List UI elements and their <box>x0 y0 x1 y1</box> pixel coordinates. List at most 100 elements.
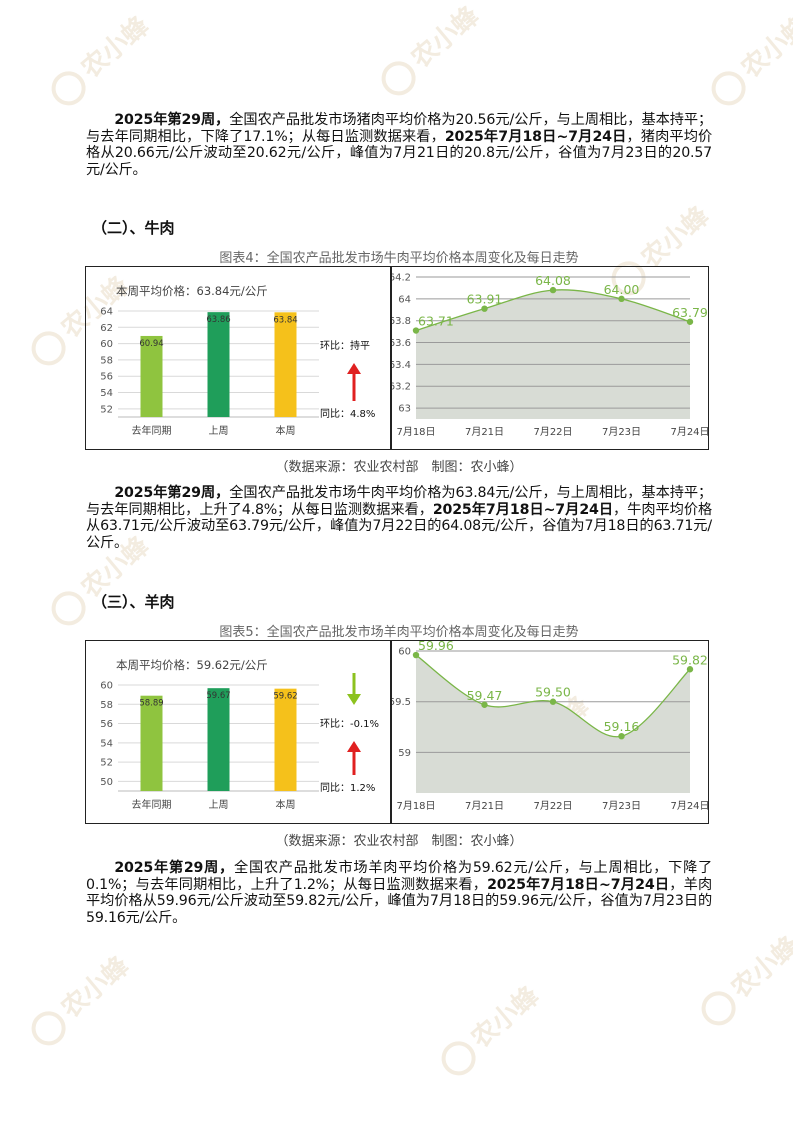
watermark: 农小蜂 <box>371 0 486 102</box>
yoy-change-label: 同比：4.8% <box>320 408 375 420</box>
wow-change-label: 环比：持平 <box>320 339 370 352</box>
bar <box>140 695 163 791</box>
y-tick-label: 52 <box>100 758 113 769</box>
x-tick-label: 去年同期 <box>132 424 172 437</box>
bee-logo-icon <box>704 64 753 112</box>
bar <box>140 335 163 417</box>
y-tick-label: 54 <box>100 388 113 399</box>
paragraph-text: ，猪肉平均价格从20.66元/公斤波动至20.62元/公斤，峰值为7月21日的2… <box>86 128 712 178</box>
data-value-label: 64.00 <box>604 282 640 297</box>
paragraph-text: 全国农产品批发市场猪肉平均价格为20.56元/公斤，与上周相比，基本持平；与去年… <box>86 112 713 145</box>
x-tick-label: 7月22日 <box>533 800 572 812</box>
watermark: 农小蜂 <box>21 947 136 1052</box>
paragraph-text: ，牛肉平均价格从63.71元/公斤波动至63.79元/公斤，峰值为7月22日的6… <box>86 501 712 551</box>
watermark: 农小蜂 <box>701 7 793 112</box>
x-tick-label: 7月18日 <box>396 800 435 812</box>
week-lead: 2025年第29周， <box>114 860 235 876</box>
data-value-label: 63.71 <box>418 314 454 329</box>
bee-logo-icon <box>374 54 423 102</box>
data-point <box>549 286 557 294</box>
bar <box>207 312 230 417</box>
x-tick-label: 7月18日 <box>396 426 435 438</box>
y-tick-label: 59 <box>398 748 411 759</box>
up-arrow-icon <box>347 363 361 374</box>
mutton-weekly-bar-chart: 本周平均价格：59.62元/公斤 50 52 54 56 58 60 58.89 去年同期 59.… <box>100 658 379 811</box>
y-tick-label: 63.8 <box>392 316 411 327</box>
mutton-daily-trend-chart: 59 59.5 60 59.96 7月18日 59.47 7月21日 59.50 7月22日 59… <box>392 641 708 812</box>
figure-title-mutton: 图表5：全国农产品批发市场羊肉平均价格本周变化及每日走势 <box>219 625 579 640</box>
data-point <box>618 295 625 303</box>
x-tick-label: 7月23日 <box>602 426 641 438</box>
y-tick-label: 60 <box>100 681 113 692</box>
figure-frame-beef: 本周平均价格：63.84元/公斤 52 54 56 58 60 62 64 60.94 去年同期 6… <box>85 266 709 450</box>
trend-area <box>416 655 690 793</box>
x-tick-label: 7月21日 <box>465 426 504 438</box>
y-tick-label: 56 <box>100 719 113 730</box>
y-tick-label: 63.6 <box>392 338 411 349</box>
y-tick-label: 54 <box>100 738 113 749</box>
figure-frame-mutton: 本周平均价格：59.62元/公斤 50 52 54 56 58 60 58.89 去年同期 59.… <box>85 640 709 824</box>
data-point <box>481 701 488 708</box>
mutton-summary-paragraph: 2025年第29周，全国农产品批发市场羊肉平均价格为59.62元/公斤，与上周相… <box>86 860 712 926</box>
data-value-label: 59.16 <box>604 719 640 734</box>
watermark: 农小蜂 <box>41 7 156 112</box>
down-arrow-icon <box>347 694 361 705</box>
figure-title-beef: 图表4：全国农产品批发市场牛肉平均价格本周变化及每日走势 <box>219 251 579 266</box>
x-tick-label: 7月24日 <box>670 426 708 438</box>
x-tick-label: 7月24日 <box>670 800 708 812</box>
y-tick-label: 58 <box>100 700 113 711</box>
figure-source-beef: （数据来源：农业农村部 制图：农小蜂） <box>275 460 523 475</box>
bee-logo-icon <box>694 984 743 1032</box>
y-tick-label: 59.5 <box>392 697 411 708</box>
date-range: 2025年7月18日~7月24日 <box>487 876 670 893</box>
beef-daily-trend-chart: 63 63.2 63.4 63.6 63.8 64 64.2 63.71 7月18日 63.91 7… <box>392 273 708 439</box>
y-tick-label: 64 <box>100 307 113 318</box>
bee-logo-icon <box>24 324 73 372</box>
data-value-label: 59.82 <box>672 652 708 667</box>
bar-value-label: 60.94 <box>139 339 163 349</box>
y-tick-label: 64 <box>398 294 411 305</box>
figure-divider <box>390 267 392 449</box>
x-tick-label: 去年同期 <box>132 798 172 811</box>
y-tick-label: 52 <box>100 404 113 415</box>
x-tick-label: 7月22日 <box>533 426 572 438</box>
beef-summary-paragraph: 2025年第29周，全国农产品批发市场牛肉平均价格为63.84元/公斤，与上周相… <box>86 485 712 551</box>
y-tick-label: 63 <box>398 404 411 415</box>
bee-logo-icon <box>434 1034 483 1082</box>
x-tick-label: 上周 <box>209 799 229 811</box>
figure-divider <box>390 641 392 823</box>
watermark: 农小蜂 <box>431 977 546 1082</box>
watermark: 农小蜂 <box>691 927 793 1032</box>
wow-change-label: 环比：-0.1% <box>320 718 379 730</box>
bar <box>274 688 297 791</box>
data-point <box>686 318 694 325</box>
data-point <box>618 733 625 740</box>
figure-source-mutton: （数据来源：农业农村部 制图：农小蜂） <box>275 834 523 849</box>
paragraph-text: 全国农产品批发市场牛肉平均价格为63.84元/公斤，与上周相比，基本持平；与去年… <box>86 485 713 518</box>
y-tick-label: 50 <box>100 777 113 788</box>
date-range: 2025年7月18日~7月24日 <box>444 128 627 145</box>
y-tick-label: 60 <box>100 339 113 350</box>
bar <box>274 312 297 417</box>
data-point <box>481 305 488 312</box>
weekly-average-label: 本周平均价格：59.62元/公斤 <box>116 658 268 672</box>
data-value-label: 59.47 <box>467 688 503 703</box>
y-tick-label: 63.2 <box>392 382 411 393</box>
data-point <box>412 327 420 334</box>
x-tick-label: 本周 <box>276 798 296 811</box>
bar-value-label: 59.62 <box>273 692 297 702</box>
up-arrow-icon <box>347 741 361 752</box>
bar-value-label: 63.86 <box>206 315 230 325</box>
x-tick-label: 7月23日 <box>602 800 641 812</box>
x-tick-label: 7月21日 <box>465 800 504 812</box>
bar <box>207 688 230 791</box>
trend-area <box>416 289 690 419</box>
data-point <box>412 651 420 659</box>
data-value-label: 64.08 <box>535 273 571 288</box>
y-tick-label: 62 <box>100 323 113 334</box>
beef-weekly-bar-chart: 本周平均价格：63.84元/公斤 52 54 56 58 60 62 64 60.94 去年同期 6… <box>100 284 375 437</box>
y-tick-label: 63.4 <box>392 360 411 371</box>
paragraph-text: ，羊肉平均价格从59.96元/公斤波动至59.82元/公斤，峰值为7月18日的5… <box>86 876 713 926</box>
data-point <box>549 698 557 705</box>
bar-value-label: 63.84 <box>273 315 297 325</box>
